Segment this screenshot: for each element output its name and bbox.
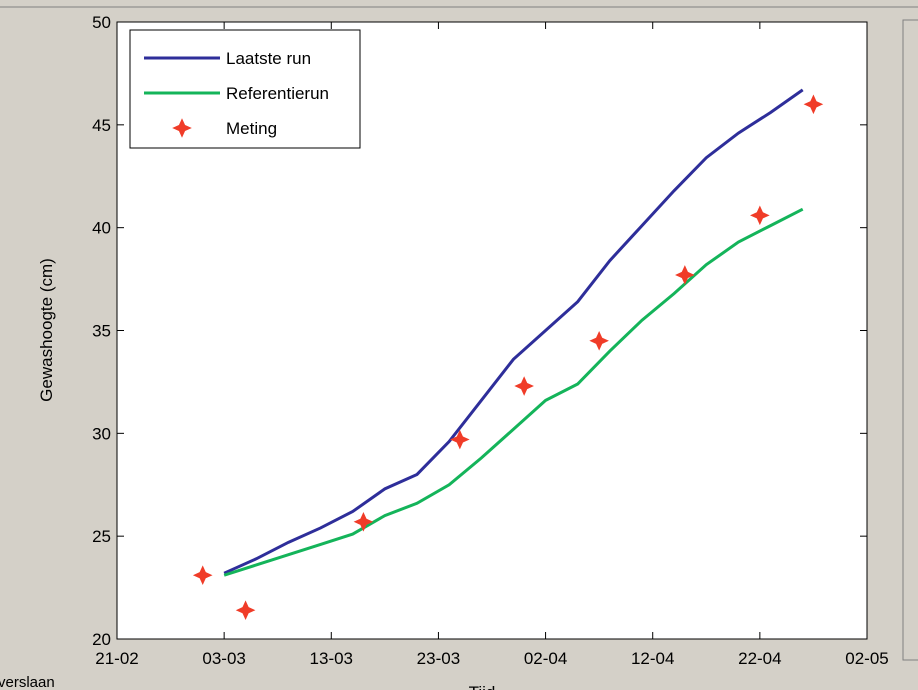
x-tick-label: 02-04 [524,649,567,668]
marker [675,265,695,285]
marker [514,376,534,396]
x-axis-label: Tijd [469,683,496,690]
legend-label: Meting [226,119,277,138]
marker [235,600,256,621]
x-tick-label: 12-04 [631,649,674,668]
x-tick-label: 13-03 [310,649,353,668]
y-tick-label: 30 [92,424,111,443]
y-tick-label: 25 [92,527,111,546]
legend-box [129,29,361,149]
legend-label: Referentierun [226,84,329,103]
marker [450,429,470,450]
y-tick-label: 50 [92,13,111,32]
marker [589,330,609,351]
marker [353,511,374,532]
y-tick-label: 35 [92,322,111,341]
y-tick-label: 40 [92,219,111,238]
y-tick-label: 45 [92,116,111,135]
marker [192,565,213,586]
legend-marker [172,118,192,138]
y-tick-label: 20 [92,630,111,649]
legend-label: Laatste run [226,49,311,68]
y-axis-label: Gewashoogte (cm) [37,258,56,402]
x-tick-label: 02-05 [845,649,888,668]
side-panel [902,19,918,661]
x-tick-label: 21-02 [95,649,138,668]
series-line [223,88,804,575]
series-line [223,207,804,577]
x-tick-label: 23-03 [417,649,460,668]
status-text: verslaan [0,674,55,690]
marker [803,94,824,115]
marker [750,205,770,226]
x-tick-label: 03-03 [202,649,245,668]
x-tick-label: 22-04 [738,649,781,668]
